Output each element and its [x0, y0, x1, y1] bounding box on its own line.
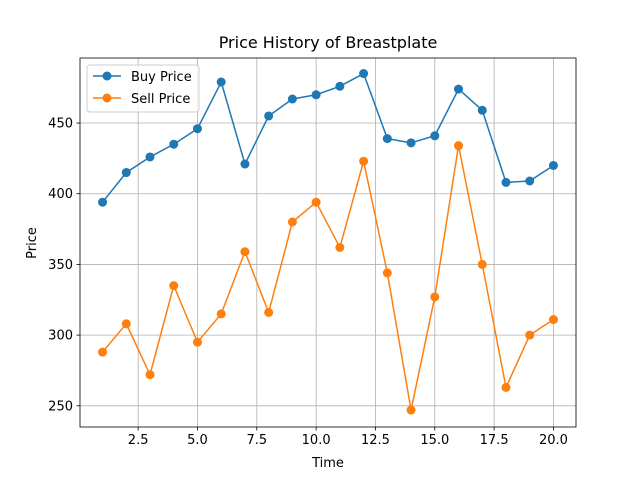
x-tick-label: 17.5	[480, 433, 509, 448]
series-layer	[98, 69, 558, 415]
data-point-buy	[98, 197, 108, 207]
data-point-buy	[382, 134, 392, 144]
data-point-sell	[525, 330, 535, 340]
y-tick-label: 350	[48, 258, 73, 273]
data-point-sell	[501, 382, 511, 392]
data-point-buy	[359, 69, 369, 79]
x-tick-label: 2.5	[128, 433, 149, 448]
legend-marker-sell	[102, 93, 112, 103]
chart-title: Price History of Breastplate	[219, 33, 438, 52]
grid	[80, 58, 576, 427]
data-point-sell	[287, 217, 297, 227]
y-tick-label: 400	[48, 187, 73, 202]
y-axis-ticks: 250 300 350 400 450	[48, 117, 80, 414]
data-point-sell	[406, 405, 416, 415]
data-point-sell	[311, 197, 321, 207]
data-point-buy	[287, 94, 297, 104]
x-tick-label: 20.0	[539, 433, 568, 448]
y-tick-label: 250	[48, 399, 73, 414]
data-point-buy	[454, 84, 464, 94]
y-tick-label: 450	[48, 117, 73, 132]
data-point-sell	[240, 247, 250, 257]
data-point-sell	[477, 259, 487, 269]
x-tick-label: 5.0	[187, 433, 208, 448]
data-point-sell	[335, 242, 345, 252]
legend-marker-buy	[102, 71, 112, 81]
y-axis-label: Price	[25, 227, 40, 259]
data-point-sell	[121, 319, 131, 329]
x-tick-label: 12.5	[361, 433, 390, 448]
data-point-sell	[548, 315, 558, 325]
data-point-buy	[216, 77, 226, 87]
data-point-sell	[145, 370, 155, 380]
series-line-sell	[101, 144, 554, 411]
data-point-buy	[121, 168, 131, 178]
data-point-sell	[192, 337, 202, 347]
series-line-buy	[101, 72, 554, 203]
x-axis-label: Time	[311, 456, 344, 471]
data-point-buy	[501, 177, 511, 187]
legend-label-sell: Sell Price	[131, 92, 190, 107]
data-point-sell	[264, 307, 274, 317]
legend: Buy Price Sell Price	[86, 64, 200, 113]
y-tick-label: 300	[48, 329, 73, 344]
data-point-buy	[240, 159, 250, 169]
data-point-buy	[264, 111, 274, 121]
x-tick-label: 15.0	[420, 433, 449, 448]
plot-frame	[79, 57, 577, 428]
legend-label-buy: Buy Price	[131, 70, 192, 85]
x-tick-label: 10.0	[302, 433, 331, 448]
data-point-buy	[406, 138, 416, 148]
data-point-buy	[169, 139, 179, 149]
data-point-sell	[382, 268, 392, 278]
data-point-sell	[430, 292, 440, 302]
data-point-buy	[145, 152, 155, 162]
data-point-sell	[216, 309, 226, 319]
data-point-sell	[98, 347, 108, 357]
data-point-buy	[335, 81, 345, 91]
data-point-sell	[169, 281, 179, 291]
data-point-buy	[192, 124, 202, 134]
data-point-sell	[359, 156, 369, 166]
data-point-buy	[525, 176, 535, 186]
data-point-sell	[454, 141, 464, 151]
data-point-buy	[477, 105, 487, 115]
data-point-buy	[430, 131, 440, 141]
x-tick-label: 7.5	[246, 433, 267, 448]
data-point-buy	[548, 160, 558, 170]
data-point-buy	[311, 90, 321, 100]
x-axis-ticks: 2.5 5.0 7.5 10.0 12.5 15.0 17.5 20.0	[128, 427, 568, 448]
